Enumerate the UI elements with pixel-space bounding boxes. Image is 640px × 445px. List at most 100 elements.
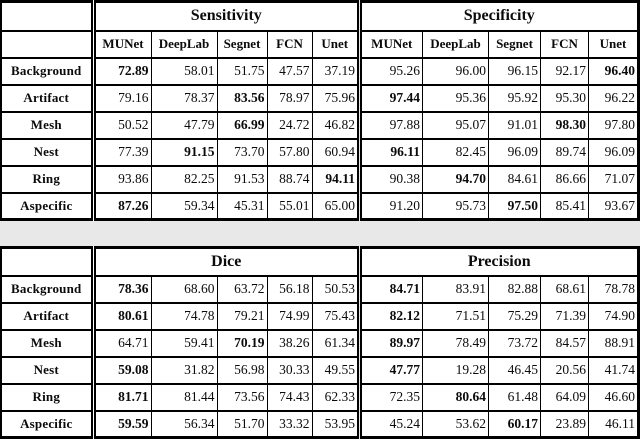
specificity-table: Specificity MUNet DeepLab Segnet FCN Unet 95.2… [359, 0, 640, 221]
value-cell: 82.12 [389, 308, 420, 323]
precision-table: Precision 84.71 83.91 82.88 68.61 78.78 82.12 7… [359, 246, 640, 439]
value-cell: 60.17 [488, 410, 541, 438]
corner-cell [1, 1, 96, 31]
value-cell: 84.71 [389, 281, 420, 296]
row-label: Ring [1, 383, 96, 411]
value-cell: 68.61 [540, 275, 589, 303]
value-cell: 78.36 [92, 275, 151, 303]
table-row: Background 72.89 58.01 51.75 47.57 37.19 [1, 57, 359, 85]
value-cell: 84.61 [488, 165, 541, 193]
value-cell: 74.90 [588, 302, 639, 330]
row-label: Ring [1, 165, 96, 193]
value-cell: 78.37 [150, 84, 217, 112]
section-title-row: Specificity [361, 2, 639, 31]
section-title: Sensitivity [190, 7, 262, 25]
value-cell: 59.59 [92, 410, 151, 438]
value-cell: 73.70 [216, 138, 267, 166]
value-cell: 51.75 [216, 57, 267, 85]
value-cell: 79.16 [92, 84, 151, 112]
value-cell: 71.51 [422, 302, 489, 330]
value-cell: 41.74 [588, 356, 639, 384]
model-header-cell: Unet [588, 30, 639, 58]
section-title-row: Sensitivity [1, 1, 358, 31]
table-row: Artifact 80.61 74.78 79.21 74.99 75.43 [1, 302, 359, 330]
value-cell: 79.21 [216, 302, 267, 330]
model-header-cell: MUNet [92, 30, 151, 58]
value-cell: 94.70 [422, 165, 489, 193]
row-label: Artifact [1, 84, 96, 112]
table-row: 47.77 19.28 46.45 20.56 41.74 [360, 356, 639, 384]
value-cell: 95.07 [422, 111, 489, 139]
table-row: 96.11 82.45 96.09 89.74 96.09 [360, 138, 639, 166]
value-cell: 47.57 [266, 57, 312, 85]
value-cell: 57.80 [266, 138, 312, 166]
model-header-cell: Segnet [216, 30, 267, 58]
value-cell: 75.43 [311, 302, 359, 330]
model-header-cell: Segnet [488, 30, 541, 58]
band-dice-precision: Dice Background 78.36 68.60 63.72 56.18 50.53 A… [0, 246, 640, 439]
value-cell: 97.50 [488, 192, 541, 220]
value-cell: 71.07 [588, 165, 639, 193]
table-row: Nest 59.08 31.82 56.98 30.33 49.55 [1, 356, 359, 384]
value-cell: 74.78 [150, 302, 217, 330]
value-cell: 53.62 [422, 410, 489, 438]
value-cell: 92.17 [540, 57, 589, 85]
value-cell: 97.88 [389, 117, 420, 132]
table-row: 72.35 80.64 61.48 64.09 46.60 [360, 383, 639, 411]
section-title-row: Precision [361, 248, 639, 276]
value-cell: 64.71 [92, 329, 151, 357]
section-title: Dice [211, 252, 242, 270]
row-label: Nest [1, 138, 96, 166]
value-cell: 95.26 [389, 63, 420, 78]
value-cell: 88.91 [588, 329, 639, 357]
value-cell: 96.09 [588, 138, 639, 166]
value-cell: 23.89 [540, 410, 589, 438]
model-header-cell: DeepLab [422, 30, 489, 58]
value-cell: 97.44 [389, 90, 420, 105]
value-cell: 96.00 [422, 57, 489, 85]
value-cell: 46.11 [588, 410, 639, 438]
value-cell: 62.33 [311, 383, 359, 411]
value-cell: 50.52 [92, 111, 151, 139]
table-row: Ring 93.86 82.25 91.53 88.74 94.11 [1, 165, 359, 193]
value-cell: 37.19 [311, 57, 359, 85]
value-cell: 84.57 [540, 329, 589, 357]
value-cell: 80.61 [92, 302, 151, 330]
row-label: Aspecific [1, 410, 96, 438]
value-cell: 89.74 [540, 138, 589, 166]
value-cell: 38.26 [266, 329, 312, 357]
value-cell: 55.01 [266, 192, 312, 220]
value-cell: 88.74 [266, 165, 312, 193]
value-cell: 91.53 [216, 165, 267, 193]
value-cell: 56.34 [150, 410, 217, 438]
band-sensitivity-specificity: Sensitivity MUNet DeepLab Segnet FCN Unet Back… [0, 0, 640, 221]
model-header-cell: MUNet [371, 36, 413, 51]
value-cell: 53.95 [311, 410, 359, 438]
table-row: Mesh 64.71 59.41 70.19 38.26 61.34 [1, 329, 359, 357]
table-row: 95.26 96.00 96.15 92.17 96.40 [360, 57, 639, 85]
table-row: Background 78.36 68.60 63.72 56.18 50.53 [1, 275, 359, 303]
value-cell: 59.08 [92, 356, 151, 384]
value-cell: 91.20 [389, 197, 420, 213]
value-cell: 89.97 [389, 335, 420, 350]
value-cell: 61.48 [488, 383, 541, 411]
value-cell: 33.32 [266, 410, 312, 438]
value-cell: 58.01 [150, 57, 217, 85]
section-title: Precision [467, 252, 531, 270]
model-header-cell: FCN [540, 30, 589, 58]
value-cell: 82.25 [150, 165, 217, 193]
model-header-row: MUNet DeepLab Segnet FCN Unet [1, 30, 359, 58]
value-cell: 97.80 [588, 111, 639, 139]
value-cell: 68.60 [150, 275, 217, 303]
sensitivity-table: Sensitivity MUNet DeepLab Segnet FCN Unet Back… [0, 0, 360, 221]
corner-cell [1, 247, 96, 276]
table-row: 90.38 94.70 84.61 86.66 71.07 [360, 165, 639, 193]
row-label: Background [1, 275, 96, 303]
section-title-row: Dice [1, 247, 358, 276]
value-cell: 59.41 [150, 329, 217, 357]
value-cell: 81.44 [150, 383, 217, 411]
value-cell: 96.09 [488, 138, 541, 166]
model-header-cell: DeepLab [150, 30, 217, 58]
value-cell: 78.97 [266, 84, 312, 112]
